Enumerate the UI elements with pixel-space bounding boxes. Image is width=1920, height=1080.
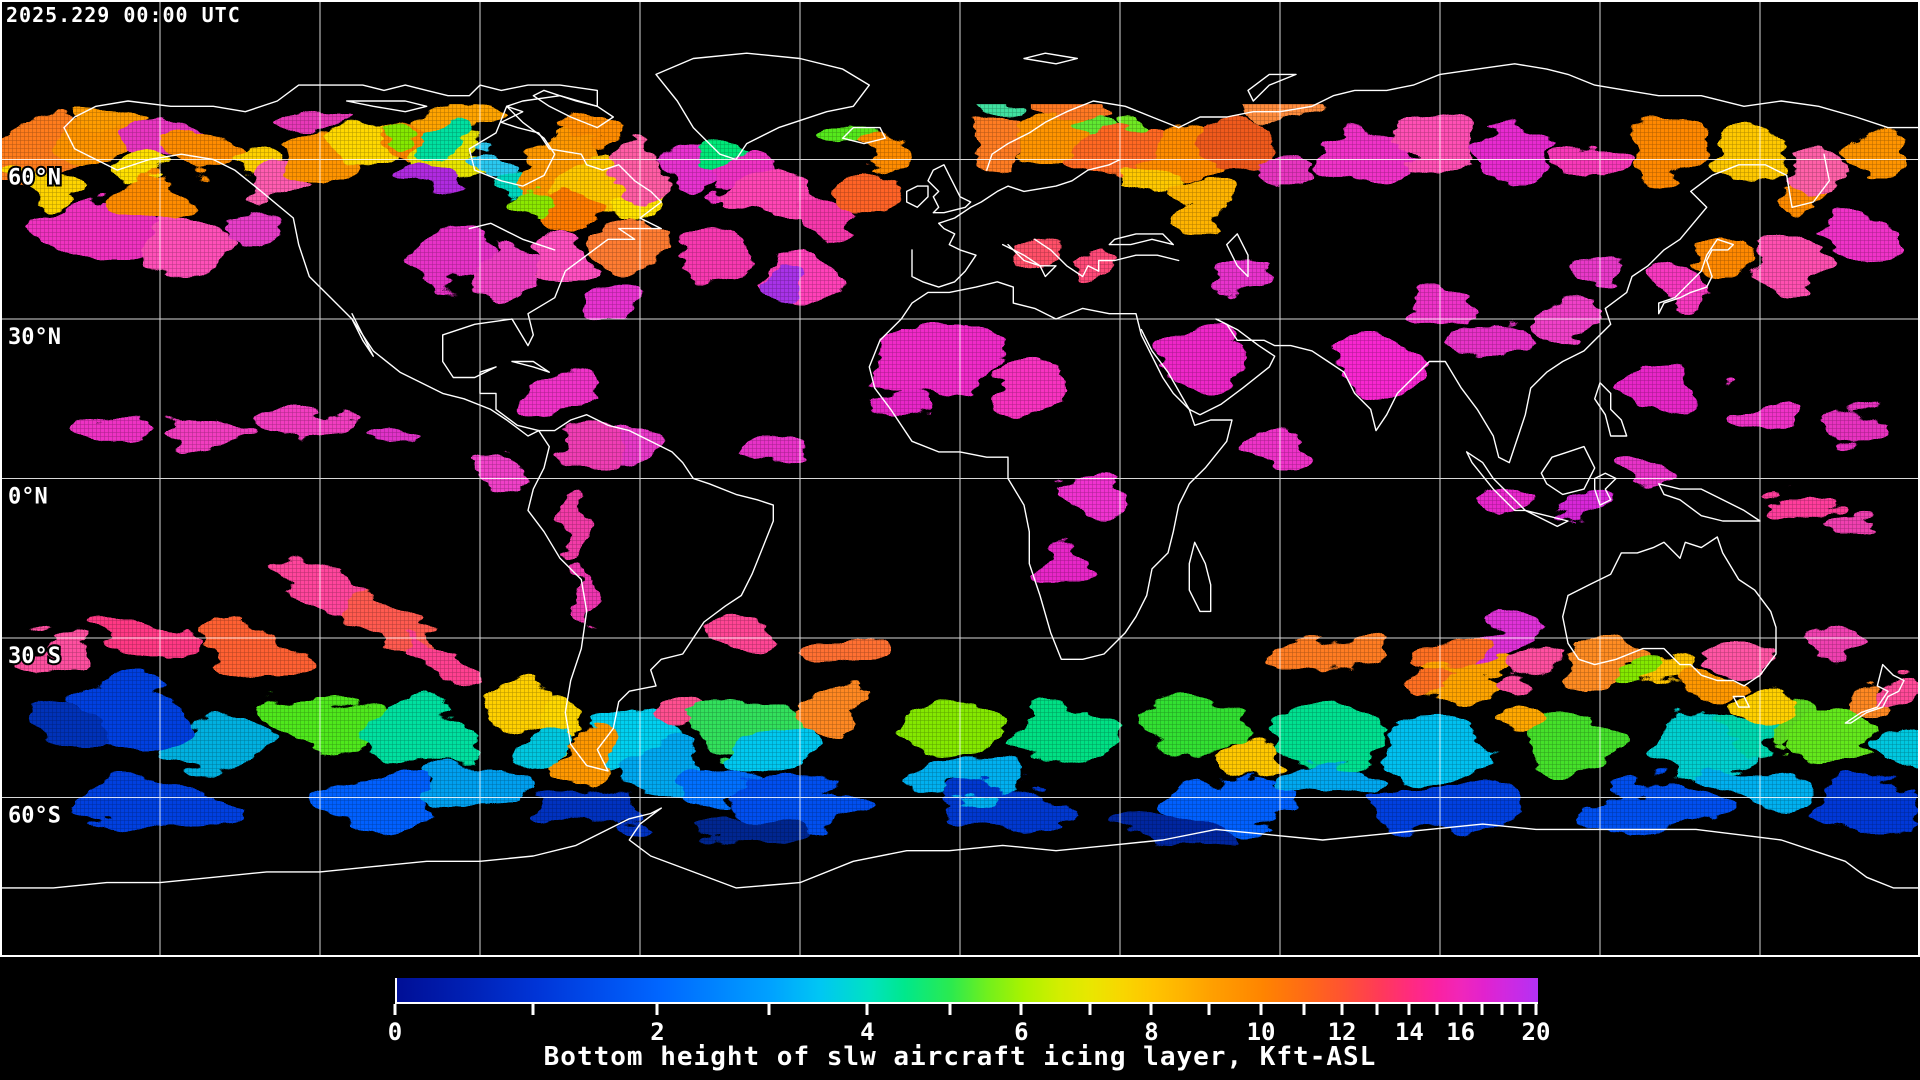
coastline (1108, 233, 1174, 246)
coastline (351, 313, 374, 357)
map-border (0, 0, 1920, 957)
colorbar-tick (1088, 1004, 1092, 1015)
coastline (1524, 509, 1569, 528)
coastline (1023, 52, 1078, 65)
colorbar-tick-label: 16 (1446, 1018, 1476, 1046)
coastline (868, 281, 1233, 660)
colorbar-tick (865, 1004, 869, 1015)
colorbar-tick-label: 10 (1246, 1018, 1276, 1046)
colorbar-tick-label: 8 (1144, 1018, 1159, 1046)
coastline (1594, 472, 1617, 506)
colorbar-tick (393, 1004, 397, 1015)
coastline (1226, 233, 1249, 278)
coastline (986, 100, 1180, 171)
colorbar-title: Bottom height of slw aircraft icing laye… (543, 1042, 1377, 1072)
world-map: 60°N 30°N 0°N 30°S 60°S (0, 0, 1920, 957)
colorbar-tick (1302, 1004, 1306, 1015)
colorbar-tick (655, 1004, 659, 1015)
coastline (906, 185, 929, 208)
coastline (468, 222, 556, 251)
colorbar-tick-label: 20 (1521, 1018, 1551, 1046)
latitude-label: 30°S (8, 644, 61, 669)
graticule-layer (0, 0, 1920, 957)
coastline (1140, 318, 1276, 416)
coastline (0, 807, 1920, 889)
colorbar-tick (1459, 1004, 1463, 1015)
colorbar-tick-label: 0 (387, 1018, 403, 1046)
coastline (842, 126, 886, 145)
colorbar-tick-label: 4 (860, 1018, 875, 1046)
colorbar-tick (531, 1004, 535, 1015)
coastline (655, 52, 870, 161)
coastline (1658, 483, 1761, 522)
colorbar-axis-line (395, 1002, 1538, 1004)
coastline (346, 100, 428, 113)
colorbar-tick (1435, 1004, 1439, 1015)
colorbar-tick (1534, 1004, 1538, 1015)
coastline (1247, 73, 1297, 102)
colorbar-tick (1480, 1004, 1484, 1015)
colorbar-tick (1500, 1004, 1504, 1015)
timestamp: 2025.229 00:00 UTC (6, 3, 241, 27)
coastline (1594, 382, 1628, 437)
coastline (532, 89, 614, 129)
coastline (1188, 541, 1212, 613)
latitude-label: 60°S (8, 804, 61, 829)
latitude-label: 60°N (8, 166, 61, 191)
coastline (1732, 695, 1750, 708)
coastline (468, 105, 556, 187)
colorbar-tick (1375, 1004, 1379, 1015)
coastline (1562, 536, 1777, 687)
coastline (1034, 238, 1180, 278)
colorbar-tick-label: 12 (1327, 1018, 1357, 1046)
coastline (1540, 445, 1596, 496)
colorbar-tick (1407, 1004, 1411, 1015)
colorbar-tick (1518, 1004, 1522, 1015)
latitude-label: 0°N (8, 485, 48, 510)
coastline (1002, 243, 1057, 278)
colorbar-tick (1340, 1004, 1344, 1015)
colorbar-tick (948, 1004, 952, 1015)
colorbar-ticks: 0 2 4 6 8 10 12 14 16 20 (388, 1004, 1550, 1074)
colorbar-tick (1259, 1004, 1263, 1015)
colorbar-tick (767, 1004, 771, 1015)
latitude-label: 30°N (8, 325, 61, 350)
coastline (527, 414, 774, 772)
coastline (927, 164, 972, 214)
colorbar-tick (1019, 1004, 1023, 1015)
colorbar-tick-label: 14 (1394, 1018, 1424, 1046)
colorbar-tick-label: 2 (650, 1018, 665, 1046)
coastline (1844, 663, 1905, 724)
coastline (511, 360, 550, 373)
colorbar (395, 978, 1538, 1002)
coastline (1658, 238, 1734, 315)
coastline (911, 158, 1121, 288)
coastline (1215, 153, 1830, 464)
colorbar-tick (1149, 1004, 1153, 1015)
coastline-layer (0, 52, 1920, 889)
colorbar-tick (1207, 1004, 1211, 1015)
colorbar-tick-label: 6 (1014, 1018, 1029, 1046)
